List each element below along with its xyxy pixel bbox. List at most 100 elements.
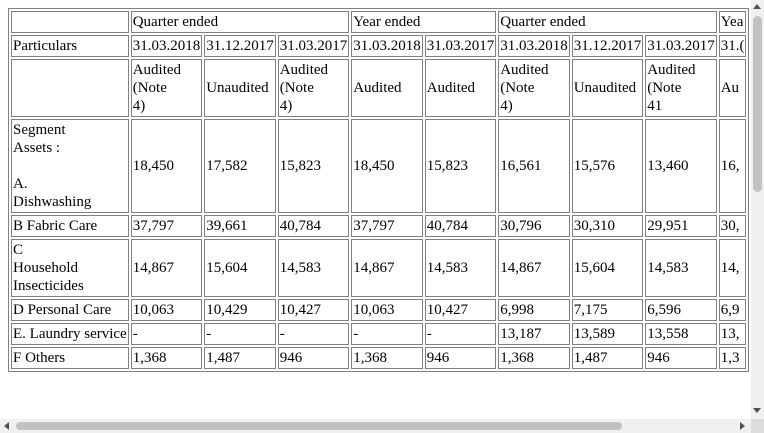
- value-cell: 10,063: [130, 299, 203, 321]
- value-cell-truncated: 16,: [718, 119, 747, 213]
- vertical-scroll-thumb[interactable]: [753, 16, 762, 192]
- value-cell: 1,368: [130, 347, 203, 369]
- value-cell: 10,063: [351, 299, 423, 321]
- value-cell: 18,450: [130, 119, 203, 213]
- value-cell-truncated: 13,: [718, 323, 747, 345]
- value-cell: 1,368: [351, 347, 423, 369]
- value-cell-truncated: 1,3: [718, 347, 747, 369]
- row-label: Segment Assets : A. Dishwashing: [11, 119, 129, 213]
- audit-status-truncated: Au: [718, 59, 747, 117]
- header-year-ended-1: Year ended: [351, 11, 497, 33]
- row-label: D Personal Care: [11, 299, 129, 321]
- value-cell: 6,596: [645, 299, 717, 321]
- audit-status: Audited (Note 41: [645, 59, 717, 117]
- value-cell: 10,429: [204, 299, 276, 321]
- value-cell: 15,576: [571, 119, 644, 213]
- value-cell: 40,784: [424, 215, 497, 237]
- value-cell: 39,661: [204, 215, 276, 237]
- value-cell: 29,951: [645, 215, 717, 237]
- value-cell: 946: [277, 347, 350, 369]
- value-cell: 1,487: [571, 347, 644, 369]
- date-header: 31.03.2018: [498, 35, 570, 57]
- value-cell: 1,368: [498, 347, 570, 369]
- header-year-ended-2-truncated: Yea: [718, 11, 747, 33]
- value-cell: 14,583: [277, 239, 350, 297]
- value-cell: 1,487: [204, 347, 276, 369]
- date-header: 31.03.2018: [130, 35, 203, 57]
- header-quarter-ended-1: Quarter ended: [130, 11, 350, 33]
- blank-cell: [11, 59, 129, 117]
- vertical-scrollbar[interactable]: [751, 0, 764, 419]
- value-cell: 16,561: [498, 119, 570, 213]
- value-cell: 13,460: [645, 119, 717, 213]
- header-particulars: Particulars: [11, 35, 129, 57]
- value-cell: 15,604: [204, 239, 276, 297]
- table-row: B Fabric Care 37,797 39,661 40,784 37,79…: [11, 215, 747, 237]
- date-header-truncated: 31.(: [718, 35, 747, 57]
- value-cell: 40,784: [277, 215, 350, 237]
- section-label: Segment Assets :: [13, 122, 66, 156]
- table-row: F Others 1,368 1,487 946 1,368 946 1,368…: [11, 347, 747, 369]
- audit-status: Audited (Note 4): [130, 59, 203, 117]
- value-cell: 946: [645, 347, 717, 369]
- value-cell: 13,558: [645, 323, 717, 345]
- value-cell: 15,823: [277, 119, 350, 213]
- value-cell-truncated: 6,9: [718, 299, 747, 321]
- date-header: 31.12.2017: [204, 35, 276, 57]
- value-cell: -: [424, 323, 497, 345]
- table-row: D Personal Care 10,063 10,429 10,427 10,…: [11, 299, 747, 321]
- row-label: B Fabric Care: [11, 215, 129, 237]
- table-row: E. Laundry service - - - - - 13,187 13,5…: [11, 323, 747, 345]
- date-header: 31.03.2017: [277, 35, 350, 57]
- document-viewport: Quarter ended Year ended Quarter ended Y…: [8, 8, 750, 372]
- value-cell: 15,604: [571, 239, 644, 297]
- row-label: E. Laundry service: [11, 323, 129, 345]
- value-cell: 17,582: [204, 119, 276, 213]
- audit-status: Unaudited: [204, 59, 276, 117]
- value-cell: 13,187: [498, 323, 570, 345]
- header-row-dates: Particulars 31.03.2018 31.12.2017 31.03.…: [11, 35, 747, 57]
- scroll-up-arrow-icon[interactable]: [753, 4, 761, 9]
- horizontal-scrollbar[interactable]: [0, 419, 751, 433]
- audit-status: Unaudited: [571, 59, 644, 117]
- audit-status: Audited (Note 4): [498, 59, 570, 117]
- audit-status: Audited: [424, 59, 497, 117]
- audit-status: Audited (Note 4): [277, 59, 350, 117]
- value-cell: 14,867: [130, 239, 203, 297]
- value-cell: -: [204, 323, 276, 345]
- value-cell: 37,797: [130, 215, 203, 237]
- date-header: 31.03.2018: [351, 35, 423, 57]
- scroll-down-arrow-icon[interactable]: [753, 408, 761, 413]
- table-row: C Household Insecticides 14,867 15,604 1…: [11, 239, 747, 297]
- value-cell: 6,998: [498, 299, 570, 321]
- value-cell: 14,583: [424, 239, 497, 297]
- value-cell: 10,427: [424, 299, 497, 321]
- value-cell-truncated: 14,: [718, 239, 747, 297]
- header-row-period-groups: Quarter ended Year ended Quarter ended Y…: [11, 11, 747, 33]
- value-cell: 946: [424, 347, 497, 369]
- value-cell: 14,583: [645, 239, 717, 297]
- value-cell: 18,450: [351, 119, 423, 213]
- table-row: Segment Assets : A. Dishwashing 18,450 1…: [11, 119, 747, 213]
- value-cell: 10,427: [277, 299, 350, 321]
- audit-status: Audited: [351, 59, 423, 117]
- value-cell: 30,796: [498, 215, 570, 237]
- scroll-right-arrow-icon[interactable]: [740, 422, 745, 430]
- date-header: 31.03.2017: [645, 35, 717, 57]
- value-cell: -: [130, 323, 203, 345]
- row-label: F Others: [11, 347, 129, 369]
- value-cell: -: [351, 323, 423, 345]
- blank-cell: [11, 11, 129, 33]
- value-cell: 14,867: [498, 239, 570, 297]
- value-cell: 7,175: [571, 299, 644, 321]
- value-cell: 30,310: [571, 215, 644, 237]
- value-cell: 15,823: [424, 119, 497, 213]
- horizontal-scroll-thumb[interactable]: [16, 422, 622, 430]
- date-header: 31.12.2017: [571, 35, 644, 57]
- scroll-left-arrow-icon[interactable]: [4, 422, 9, 430]
- value-cell: 37,797: [351, 215, 423, 237]
- row-label-text: A. Dishwashing: [13, 176, 92, 210]
- header-row-audit-status: Audited (Note 4) Unaudited Audited (Note…: [11, 59, 747, 117]
- value-cell: 13,589: [571, 323, 644, 345]
- value-cell: -: [277, 323, 350, 345]
